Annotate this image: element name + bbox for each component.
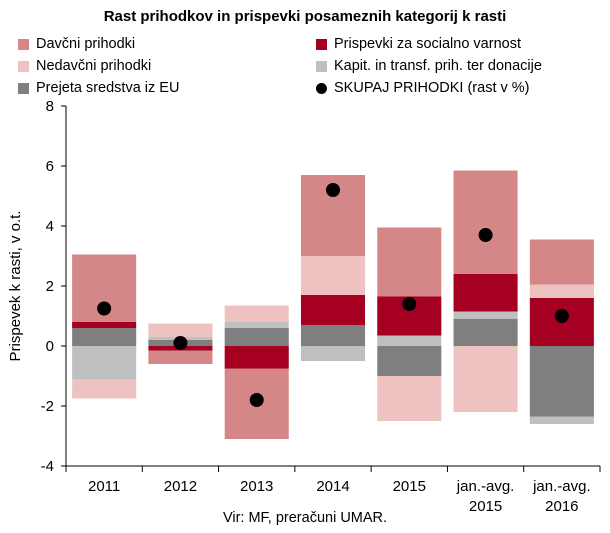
total-marker [478,228,493,242]
x-tick-label: jan.-avg. [532,478,591,495]
x-tick-label: 2012 [164,478,197,495]
y-tick-label: -4 [41,458,54,475]
bar-segment-5-1 [453,311,518,319]
total-marker [97,301,112,316]
legend-item-nedavcni: Nedavčni prihodki [18,58,151,74]
legend-swatch-davcni [18,38,29,50]
y-tick-label: -2 [41,398,54,415]
chart-source: Vir: MF, preračuni UMAR. [222,510,388,526]
total-marker [326,183,340,197]
bar-segment-4-4 [377,227,442,297]
bar-segment-2-0 [224,328,289,346]
legend-item-skupaj: SKUPAJ PRIHODKI (rast v %) [316,80,530,96]
legend-swatch-kapit [316,60,327,72]
chart-title: Rast prihodkov in prispevki posameznih k… [103,8,507,25]
bar-segment-5-0 [453,319,518,346]
bar-segment-6-1 [529,416,594,424]
legend-item-eu: Prejeta sredstva iz EU [18,80,179,96]
bar-segment-4-1 [377,335,442,346]
total-marker [173,336,188,350]
bar-segment-2-3 [224,305,289,322]
x-tick-label: 2016 [545,498,578,515]
x-tick-label: 2013 [240,478,273,495]
x-tick-label: 2015 [469,498,502,515]
bar-segment-6-0 [529,346,594,417]
y-tick-label: 8 [46,98,54,115]
y-tick-label: 4 [46,218,54,235]
legend-swatch-eu [18,82,29,94]
legend-label-kapit: Kapit. in transf. prih. ter donacije [334,58,542,74]
legend-swatch-prispevki [316,38,327,50]
legend-label-nedavcni: Nedavčni prihodki [36,58,152,74]
bar-segment-5-3 [453,346,518,412]
bar-segment-0-3 [72,379,137,399]
bar-segment-1-3 [148,323,213,337]
legend-marker-skupaj [316,82,327,94]
total-marker [554,309,569,323]
bar-segment-3-1 [300,346,366,361]
legend-item-prispevki: Prispevki za socialno varnost [316,36,521,52]
bar-segment-6-4 [529,239,594,285]
bar-segment-0-0 [72,328,137,346]
bar-segment-3-2 [300,295,366,325]
bar-segment-1-4 [148,350,213,364]
bar-segment-2-1 [224,322,289,328]
x-tick-label: 2011 [88,478,120,495]
total-marker [402,297,417,311]
legend-item-kapit: Kapit. in transf. prih. ter donacije [316,58,542,74]
legend-item-davcni: Davčni prihodki [18,36,135,52]
legend-label-skupaj: SKUPAJ PRIHODKI (rast v %) [334,80,530,96]
bar-segment-4-3 [377,376,442,421]
legend-label-eu: Prejeta sredstva iz EU [36,80,180,96]
y-tick-label: 2 [46,278,54,295]
bar-segment-5-2 [453,274,518,312]
x-tick-label: jan.-avg. [456,478,515,495]
bar-segment-4-0 [377,346,442,376]
bar-segment-2-2 [224,346,289,369]
bar-segment-3-3 [300,256,366,295]
y-axis-label: Prispevek k rasti, v o.t. [7,211,24,362]
bar-segment-0-1 [72,346,137,379]
legend-label-davcni: Davčni prihodki [36,36,136,52]
y-tick-label: 6 [46,158,54,175]
bar-segment-5-4 [453,170,518,274]
bar-segment-0-2 [72,322,137,328]
x-tick-label: 2015 [393,478,426,495]
total-marker [249,393,264,407]
y-tick-label: 0 [46,338,54,355]
legend-swatch-nedavcni [18,60,29,72]
bar-segment-3-0 [300,325,366,346]
legend-label-prispevki: Prispevki za socialno varnost [334,36,521,52]
bar-segment-6-3 [529,284,594,298]
x-tick-label: 2014 [316,478,349,495]
